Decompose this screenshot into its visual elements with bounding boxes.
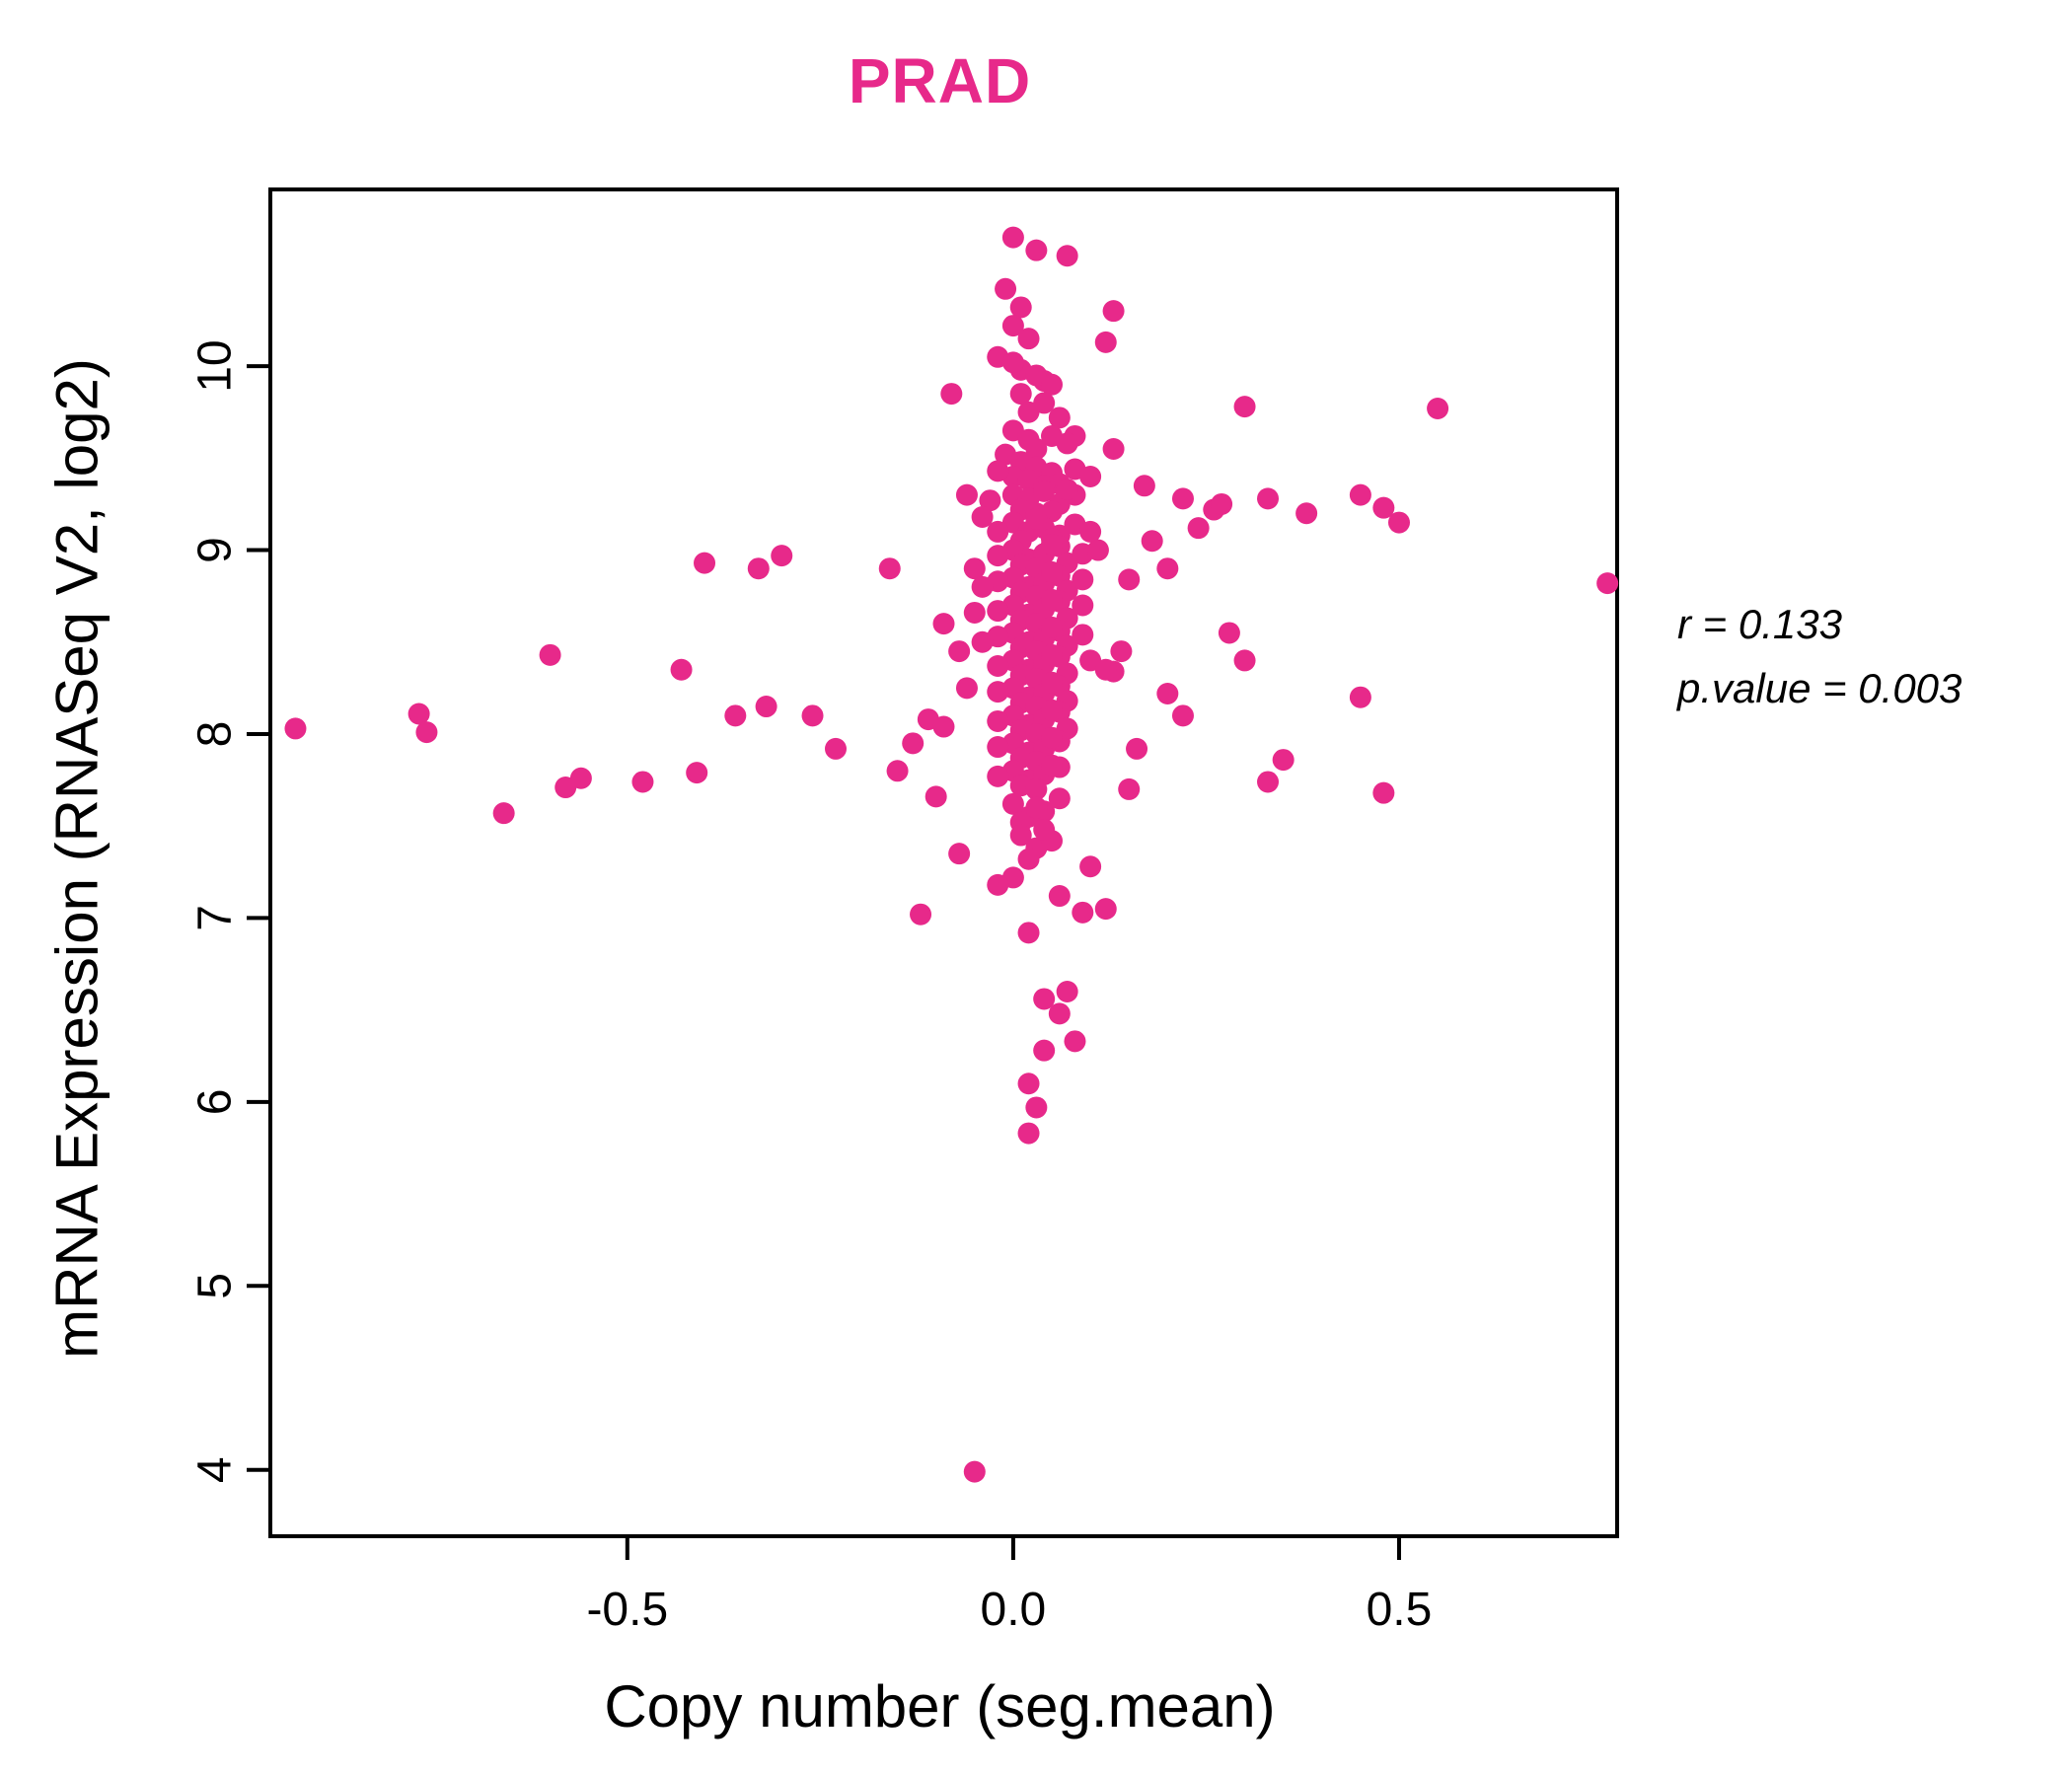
x-axis-label: Copy number (seg.mean) bbox=[604, 1673, 1276, 1739]
svg-text:7: 7 bbox=[189, 905, 242, 931]
svg-text:4: 4 bbox=[189, 1456, 242, 1483]
svg-text:0.0: 0.0 bbox=[981, 1584, 1047, 1636]
p-value-text: p.value = 0.003 bbox=[1677, 665, 1962, 712]
svg-text:6: 6 bbox=[189, 1089, 242, 1116]
stats-annotation: r = 0.133 p.value = 0.003 bbox=[1677, 592, 1961, 720]
svg-text:8: 8 bbox=[189, 721, 242, 748]
svg-text:-0.5: -0.5 bbox=[586, 1584, 668, 1636]
y-axis-label: mRNA Expression (RNASeq V2, log2) bbox=[43, 358, 111, 1359]
plot-area: -0.5 0.0 0.5 4 5 6 7 8 9 10 bbox=[189, 187, 1619, 1636]
svg-text:10: 10 bbox=[189, 339, 242, 392]
svg-text:0.5: 0.5 bbox=[1367, 1584, 1433, 1636]
r-value-text: r = 0.133 bbox=[1677, 601, 1842, 647]
svg-text:9: 9 bbox=[189, 537, 242, 563]
scatter-plot-canvas: -0.5 0.0 0.5 4 5 6 7 8 9 10 bbox=[189, 226, 1619, 1636]
svg-text:5: 5 bbox=[189, 1273, 242, 1299]
chart-title: PRAD bbox=[848, 45, 1032, 116]
